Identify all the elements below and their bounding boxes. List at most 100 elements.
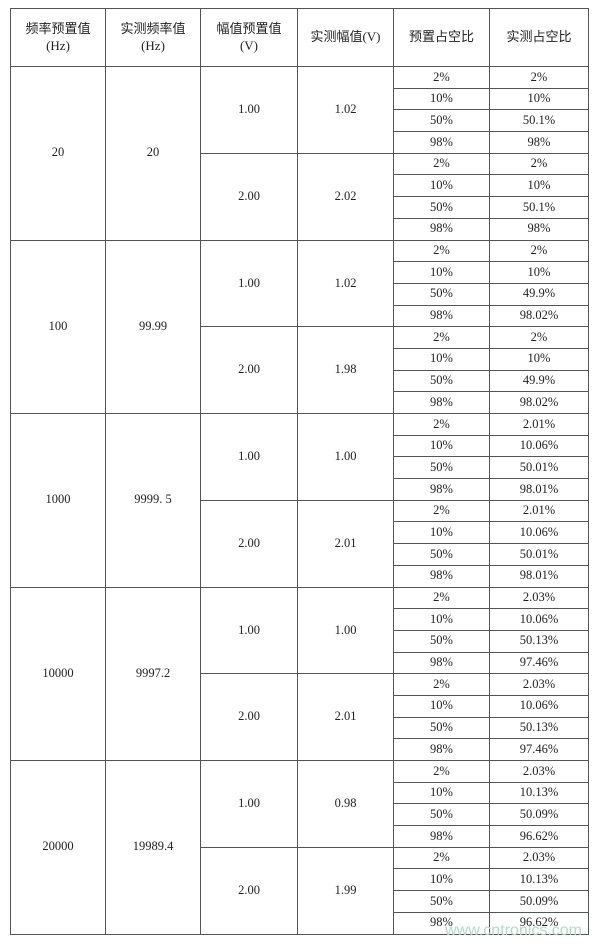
table-row: 2.00 2.01 2% 2.01% <box>11 499 589 588</box>
duty-set: 50% <box>393 369 490 393</box>
amp-measured: 2.01 <box>297 499 394 588</box>
table-row: 10% 10% <box>11 347 589 371</box>
amp-measured: 1.00 <box>297 413 394 501</box>
duty-measured: 10% <box>489 174 589 198</box>
amp-set: 1.00 <box>200 66 298 154</box>
duty-measured: 50.13% <box>489 716 589 740</box>
duty-measured: 2.03% <box>489 846 589 870</box>
table-row: 50% 50.09% <box>11 803 589 827</box>
freq-measured: 99.99 <box>105 239 201 414</box>
duty-set: 10% <box>393 87 490 111</box>
duty-measured: 10% <box>489 87 589 111</box>
duty-measured: 2.03% <box>489 673 589 696</box>
table-body: 20 20 1.00 1.02 2% 2% 10% 10% 50% 50.1% 98% 98% 2.00… <box>10 66 589 935</box>
table-row: 2.00 2.02 2% 2% <box>11 152 589 241</box>
duty-measured: 50.09% <box>489 803 589 827</box>
duty-measured: 98.01% <box>489 478 589 501</box>
duty-set: 50% <box>393 456 490 480</box>
table-row: 10% 10.13% <box>11 868 589 892</box>
table-row: 98% 96.62% <box>11 911 589 935</box>
amp-set: 1.00 <box>200 586 298 675</box>
amp-measured: 1.02 <box>297 239 394 328</box>
header-text: 预置占空比 <box>408 29 474 45</box>
table-row: 10% 10.06% <box>11 434 589 458</box>
duty-measured: 10.06% <box>489 694 589 718</box>
amp-measured: 1.99 <box>297 846 394 935</box>
duty-measured: 50.13% <box>489 629 589 653</box>
freq-measured: 19989.4 <box>105 760 201 935</box>
duty-measured: 2.01% <box>489 413 589 436</box>
amp-measured: 0.98 <box>297 760 394 848</box>
duty-set: 50% <box>393 196 490 219</box>
freq-set: 100 <box>10 239 106 414</box>
watermark: www.cntronics.com <box>445 922 582 939</box>
duty-measured: 10.06% <box>489 608 589 631</box>
duty-measured: 10.13% <box>489 781 589 805</box>
amp-set: 2.00 <box>200 326 298 414</box>
table-row: 98% 98.02% <box>11 391 589 414</box>
table-row: 100 99.99 1.00 1.02 2% 2% <box>10 239 589 414</box>
freq-set: 20000 <box>10 760 106 935</box>
amp-set: 1.00 <box>200 413 298 501</box>
duty-measured: 2% <box>489 152 589 176</box>
header-cell: 频率预置值 (Hz) <box>10 8 106 67</box>
duty-measured: 50.1% <box>489 196 589 219</box>
duty-measured: 2.03% <box>489 586 589 610</box>
amp-measured: 2.02 <box>297 152 394 241</box>
duty-measured: 2.01% <box>489 499 589 523</box>
duty-set: 2% <box>393 413 490 436</box>
header-cell: 预置占空比 <box>393 8 490 67</box>
duty-set: 10% <box>393 434 490 458</box>
duty-measured: 2% <box>489 66 589 89</box>
duty-set: 2% <box>393 499 490 523</box>
duty-set: 50% <box>393 629 490 653</box>
header-text: 实测占空比 <box>506 29 572 45</box>
duty-set: 10% <box>393 261 490 284</box>
header-text: (Hz) <box>46 37 70 53</box>
header-text: 频率预置值 <box>25 21 91 37</box>
header-text: 实测频率值 <box>120 21 186 37</box>
header-cell: 实测幅值(V) <box>297 8 394 67</box>
duty-set: 50% <box>393 716 490 740</box>
duty-measured: 96.62% <box>489 825 589 848</box>
table-row: 50% 50.1% <box>11 109 589 133</box>
duty-set: 98% <box>393 651 490 675</box>
duty-measured: 49.9% <box>489 369 589 393</box>
amp-set: 2.00 <box>200 499 298 588</box>
freq-measured: 9999. 5 <box>105 413 201 588</box>
duty-set: 98% <box>393 391 490 414</box>
duty-measured: 98.01% <box>489 564 589 588</box>
table-row: 20000 19989.4 1.00 0.98 2% 2.03% <box>10 760 589 935</box>
amp-set: 1.00 <box>200 760 298 848</box>
duty-measured: 98% <box>489 131 589 154</box>
duty-set: 2% <box>393 673 490 696</box>
duty-set: 2% <box>393 66 490 89</box>
table-row: 98% 98.02% <box>11 304 589 328</box>
duty-set: 2% <box>393 326 490 349</box>
duty-set: 98% <box>393 564 490 588</box>
duty-measured: 50.1% <box>489 109 589 133</box>
table-row: 10% 10.13% <box>11 781 589 805</box>
duty-set: 2% <box>393 760 490 783</box>
table-row: 50% 50.01% <box>11 543 589 566</box>
duty-set: 10% <box>393 694 490 718</box>
table-row: 2.00 1.98 2% 2% <box>11 326 589 414</box>
table-row: 1000 9999. 5 1.00 1.00 2% 2.01% <box>10 413 589 588</box>
freq-measured: 20 <box>105 66 201 241</box>
amp-set: 2.00 <box>200 673 298 761</box>
duty-measured: 97.46% <box>489 738 589 761</box>
duty-set: 50% <box>393 803 490 827</box>
duty-set: 10% <box>393 347 490 371</box>
table-row: 50% 50.1% <box>11 196 589 219</box>
duty-measured: 10.13% <box>489 868 589 892</box>
table-row: 10% 10.06% <box>11 694 589 718</box>
duty-set: 2% <box>393 586 490 610</box>
duty-measured: 10.06% <box>489 521 589 545</box>
data-table: 频率预置值 (Hz) 实测频率值 (Hz) 幅值预置值 (V) 实测幅值(V) 预置占空比 实测… <box>10 8 589 935</box>
amp-measured: 2.01 <box>297 673 394 761</box>
duty-measured: 2% <box>489 239 589 263</box>
header-cell: 幅值预置值 (V) <box>200 8 298 67</box>
table-row: 10% 10.06% <box>11 608 589 631</box>
duty-set: 98% <box>393 478 490 501</box>
